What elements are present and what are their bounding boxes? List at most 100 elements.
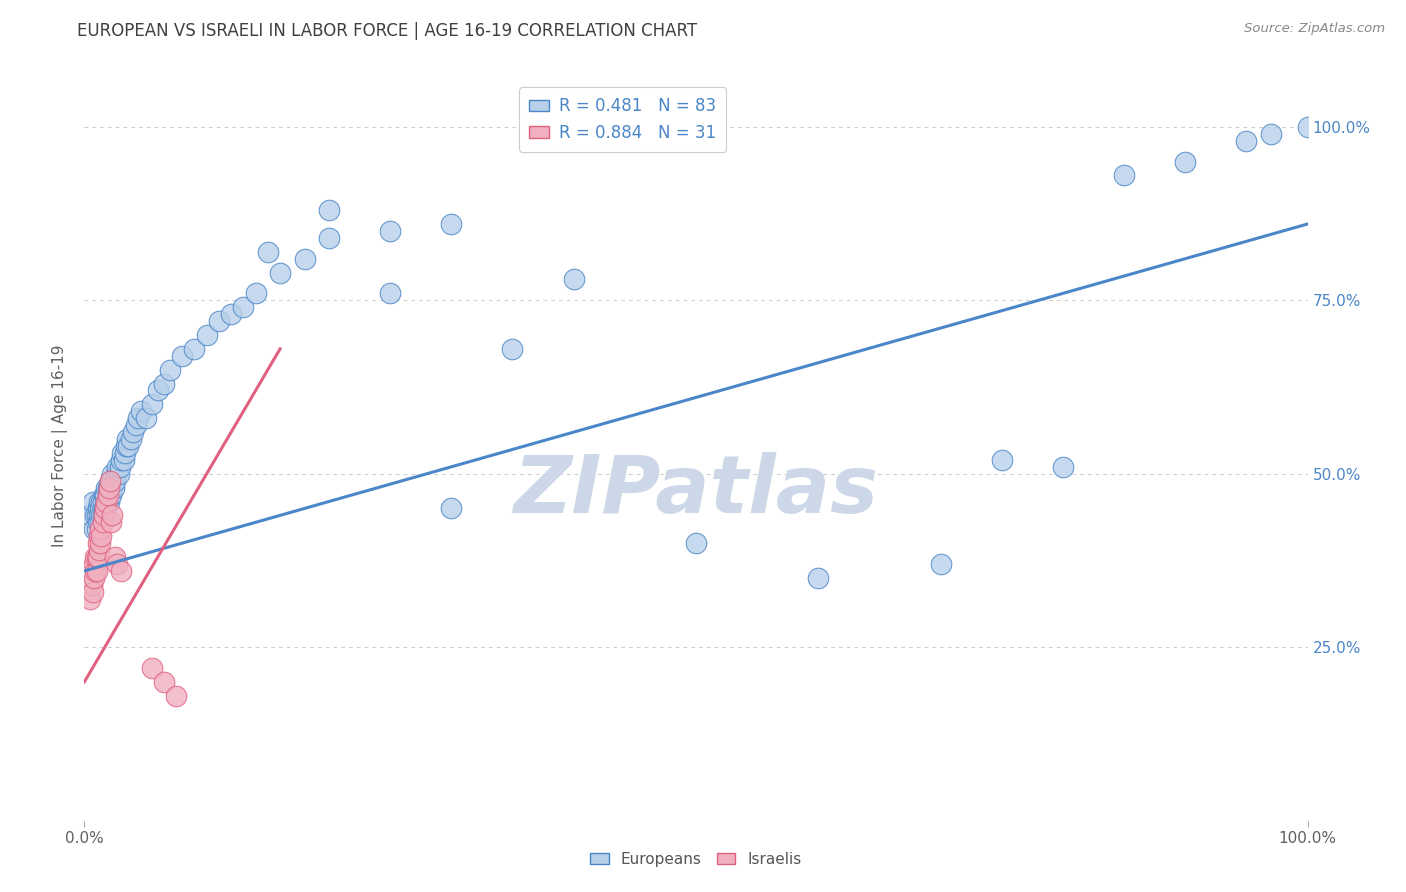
Point xyxy=(84,549,107,564)
Point xyxy=(91,494,114,508)
Point xyxy=(89,501,111,516)
Point xyxy=(87,549,110,564)
Point xyxy=(87,501,110,516)
Point xyxy=(79,591,101,606)
Point xyxy=(103,481,125,495)
Point xyxy=(83,571,105,585)
Point xyxy=(86,522,108,536)
Point xyxy=(86,564,108,578)
Point xyxy=(98,474,121,488)
Point xyxy=(97,481,120,495)
Point xyxy=(98,487,121,501)
Point xyxy=(83,557,105,571)
Point xyxy=(562,272,585,286)
Point xyxy=(98,474,121,488)
Point xyxy=(82,494,104,508)
Point xyxy=(84,508,107,523)
Point xyxy=(101,508,124,523)
Point xyxy=(269,266,291,280)
Point xyxy=(90,494,112,508)
Point xyxy=(94,501,117,516)
Point xyxy=(87,516,110,530)
Point xyxy=(219,307,242,321)
Point xyxy=(127,411,149,425)
Legend: Europeans, Israelis: Europeans, Israelis xyxy=(583,846,808,873)
Point xyxy=(1052,459,1074,474)
Point xyxy=(90,529,112,543)
Point xyxy=(101,467,124,481)
Point xyxy=(1296,120,1319,134)
Point xyxy=(125,418,148,433)
Point xyxy=(122,425,145,439)
Point xyxy=(1260,127,1282,141)
Point xyxy=(97,487,120,501)
Point xyxy=(183,342,205,356)
Point xyxy=(89,516,111,530)
Point xyxy=(440,217,463,231)
Point xyxy=(87,508,110,523)
Point xyxy=(153,674,176,689)
Point xyxy=(159,362,181,376)
Point xyxy=(114,446,136,460)
Point xyxy=(84,564,107,578)
Point xyxy=(135,411,157,425)
Point xyxy=(115,432,138,446)
Point xyxy=(807,571,830,585)
Point xyxy=(89,536,111,550)
Point xyxy=(96,494,118,508)
Point xyxy=(87,536,110,550)
Point xyxy=(112,453,135,467)
Point xyxy=(245,286,267,301)
Point xyxy=(108,459,131,474)
Point xyxy=(90,508,112,523)
Point xyxy=(117,439,139,453)
Point xyxy=(153,376,176,391)
Text: ZIPatlas: ZIPatlas xyxy=(513,452,879,530)
Point xyxy=(101,481,124,495)
Point xyxy=(87,543,110,558)
Point xyxy=(104,474,127,488)
Point xyxy=(1114,169,1136,183)
Point xyxy=(100,487,122,501)
Point xyxy=(94,487,117,501)
Point xyxy=(96,494,118,508)
Point xyxy=(94,501,117,516)
Point xyxy=(991,453,1014,467)
Y-axis label: In Labor Force | Age 16-19: In Labor Force | Age 16-19 xyxy=(52,344,69,548)
Point xyxy=(685,536,707,550)
Point xyxy=(929,557,952,571)
Point xyxy=(91,508,114,523)
Point xyxy=(96,481,118,495)
Point xyxy=(115,439,138,453)
Point xyxy=(93,501,115,516)
Point xyxy=(172,349,194,363)
Point xyxy=(502,342,524,356)
Point xyxy=(380,224,402,238)
Point xyxy=(318,231,340,245)
Point xyxy=(86,549,108,564)
Point xyxy=(294,252,316,266)
Point xyxy=(104,549,127,564)
Point xyxy=(100,516,122,530)
Point xyxy=(129,404,152,418)
Point xyxy=(82,584,104,599)
Point xyxy=(1236,134,1258,148)
Text: Source: ZipAtlas.com: Source: ZipAtlas.com xyxy=(1244,22,1385,36)
Point xyxy=(146,384,169,398)
Point xyxy=(87,494,110,508)
Point xyxy=(110,564,132,578)
Point xyxy=(97,494,120,508)
Point xyxy=(97,481,120,495)
Point xyxy=(100,474,122,488)
Point xyxy=(232,300,254,314)
Point xyxy=(141,661,163,675)
Point xyxy=(83,522,105,536)
Point xyxy=(79,508,101,523)
Point xyxy=(97,481,120,495)
Point xyxy=(89,522,111,536)
Point xyxy=(165,689,187,703)
Point xyxy=(91,516,114,530)
Text: EUROPEAN VS ISRAELI IN LABOR FORCE | AGE 16-19 CORRELATION CHART: EUROPEAN VS ISRAELI IN LABOR FORCE | AGE… xyxy=(77,22,697,40)
Point xyxy=(195,328,218,343)
Point xyxy=(87,529,110,543)
